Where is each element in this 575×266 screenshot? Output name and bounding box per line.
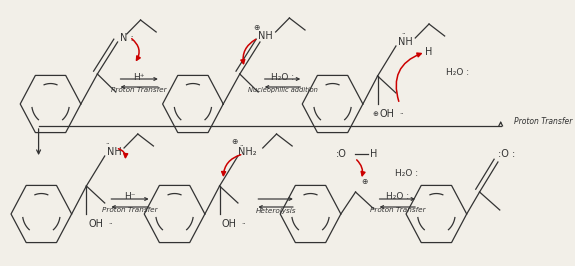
Text: N :: N : — [120, 33, 133, 43]
Text: Proton Transfer: Proton Transfer — [112, 87, 167, 93]
Text: Proton Transfer: Proton Transfer — [102, 206, 158, 213]
Text: H₂O :: H₂O : — [394, 169, 417, 178]
Text: NH: NH — [258, 31, 273, 41]
Text: H₂O :: H₂O : — [271, 73, 294, 81]
Text: OH: OH — [380, 109, 394, 119]
Text: ··: ·· — [108, 221, 113, 227]
Text: H⁻: H⁻ — [124, 192, 136, 201]
Text: Heterolysis: Heterolysis — [255, 207, 296, 214]
Text: H₂O :: H₂O : — [446, 69, 469, 77]
Text: ⊕: ⊕ — [253, 23, 259, 32]
Text: :O :: :O : — [499, 149, 516, 159]
Text: OH: OH — [88, 219, 103, 229]
Text: NH: NH — [106, 147, 121, 157]
Text: ··: ·· — [105, 141, 110, 147]
Text: ··: ·· — [399, 111, 404, 117]
Text: ⊕: ⊕ — [231, 138, 237, 147]
Text: H: H — [370, 149, 378, 159]
Text: ··: ·· — [401, 31, 405, 37]
Text: H₂O :: H₂O : — [386, 192, 409, 201]
Text: ⊕: ⊕ — [372, 111, 378, 117]
Text: NH₂: NH₂ — [238, 147, 256, 157]
Text: Proton Transfer: Proton Transfer — [370, 207, 425, 214]
Text: ⊕: ⊕ — [362, 177, 368, 186]
Text: NH: NH — [398, 37, 412, 47]
Text: H: H — [426, 47, 433, 57]
Text: Proton Transfer: Proton Transfer — [515, 118, 573, 127]
Text: ··: ·· — [239, 143, 244, 149]
Text: Nucleophilic addition: Nucleophilic addition — [248, 87, 317, 93]
Text: OH: OH — [221, 219, 236, 229]
Text: :O: :O — [336, 149, 347, 159]
Text: ··: ·· — [241, 221, 246, 227]
Text: H⁺: H⁺ — [133, 73, 145, 82]
